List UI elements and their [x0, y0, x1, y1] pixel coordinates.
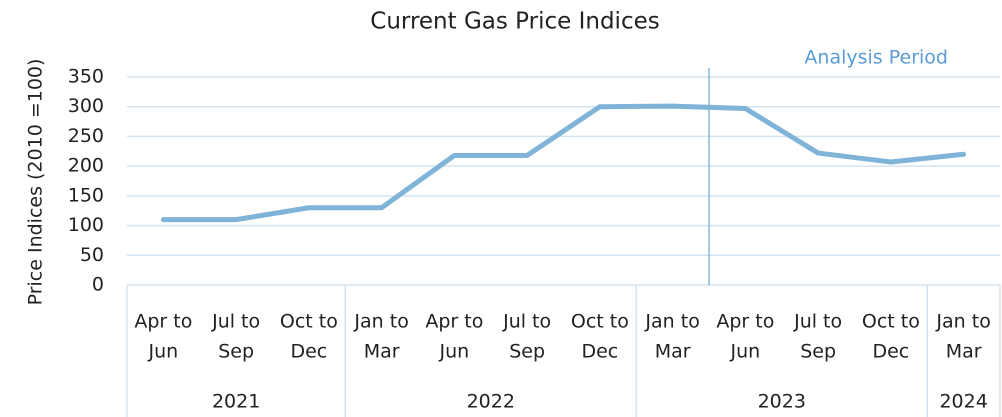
x-tick-label: Mar — [364, 341, 400, 363]
annotation-label: Analysis Period — [804, 47, 948, 69]
y-tick-label: 250 — [68, 125, 104, 147]
group-label: 2022 — [467, 391, 515, 413]
x-tick-label: Sep — [218, 341, 254, 363]
x-tick-label: Jul to — [211, 311, 260, 333]
x-tick-label: Jan to — [353, 311, 408, 333]
data-line — [160, 103, 967, 223]
x-tick-label: Jul to — [502, 311, 551, 333]
y-tick-label: 50 — [80, 244, 104, 266]
y-tick-label: 150 — [68, 184, 104, 206]
x-tick-label: Apr to — [425, 311, 483, 333]
x-tick-label: Dec — [872, 341, 909, 363]
x-tick-label: Jun — [148, 341, 179, 363]
y-axis-label: Price Indices (2010 =100) — [25, 59, 47, 306]
x-tick-label: Apr to — [716, 311, 774, 333]
y-tick-label: 350 — [68, 66, 104, 88]
y-tick-label: 300 — [68, 95, 104, 117]
y-tick-label: 100 — [68, 214, 104, 236]
x-tick-label: Oct to — [862, 311, 920, 333]
x-tick-label: Jan to — [935, 311, 990, 333]
x-tick-label: Apr to — [134, 311, 192, 333]
chart-title: Current Gas Price Indices — [370, 9, 659, 35]
x-tick-label: Jun — [439, 341, 470, 363]
x-tick-label: Jun — [730, 341, 761, 363]
group-label: 2024 — [939, 391, 987, 413]
x-tick-label: Dec — [581, 341, 618, 363]
x-tick-label: Oct to — [571, 311, 629, 333]
y-tick-label: 0 — [92, 274, 104, 296]
group-label: 2021 — [212, 391, 260, 413]
x-tick-label: Dec — [290, 341, 327, 363]
x-tick-label: Oct to — [280, 311, 338, 333]
x-tick-label: Jan to — [644, 311, 699, 333]
y-tick-label: 200 — [68, 155, 104, 177]
x-tick-label: Mar — [946, 341, 982, 363]
group-label: 2023 — [758, 391, 806, 413]
x-tick-label: Mar — [655, 341, 691, 363]
x-tick-label: Sep — [509, 341, 545, 363]
x-tick-label: Sep — [800, 341, 836, 363]
x-tick-label: Jul to — [793, 311, 842, 333]
